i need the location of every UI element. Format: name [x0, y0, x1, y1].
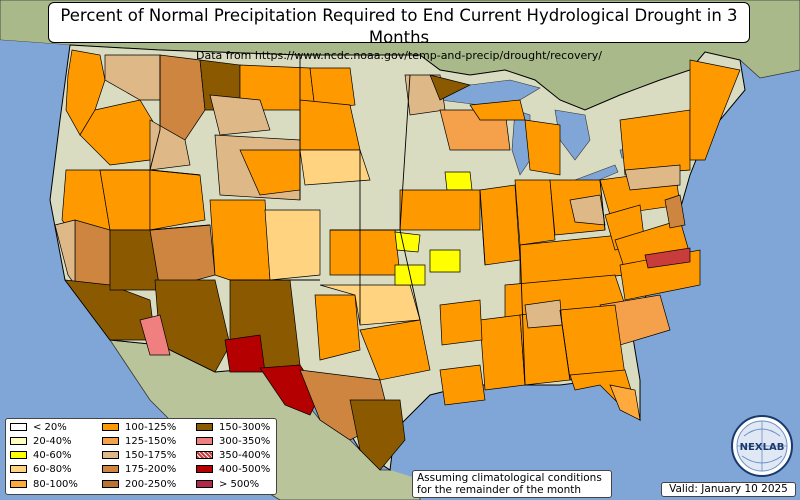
region-idaho-south	[149, 119, 191, 171]
legend-item: < 20%	[10, 422, 67, 435]
legend-label: < 20%	[33, 422, 67, 433]
drought-regions	[54, 49, 741, 471]
atlantic-ocean	[640, 100, 800, 420]
legend-item: 20-40%	[10, 436, 72, 449]
legend-swatch	[196, 465, 213, 473]
region-carolina-red	[644, 247, 691, 269]
region-colorado-west	[209, 199, 271, 281]
region-washington-east	[104, 54, 161, 101]
region-maryland-brown	[664, 194, 686, 229]
legend-swatch	[10, 465, 27, 473]
map-title: Percent of Normal Precipitation Required…	[60, 6, 738, 47]
legend-label: 350-400%	[219, 450, 271, 461]
region-minnesota-east	[429, 74, 472, 101]
legend-swatch	[10, 423, 27, 431]
logo-text: NEXLAB	[740, 442, 785, 453]
legend-swatch	[102, 423, 119, 431]
legend-item: 40-60%	[10, 450, 72, 463]
region-utah	[149, 169, 206, 231]
gulf-of-mexico	[390, 380, 640, 495]
region-illinois	[479, 184, 521, 266]
region-colorado-east	[264, 209, 321, 281]
legend-label: 80-100%	[33, 479, 78, 490]
note-line-1: Assuming climatological conditions	[417, 472, 602, 484]
region-arkansas	[439, 299, 483, 346]
region-north-dakota	[309, 67, 356, 111]
region-kansas	[329, 229, 401, 276]
legend-item: 400-500%	[196, 464, 270, 477]
legend-swatch	[10, 437, 27, 445]
region-georgia	[559, 304, 626, 381]
region-iowa-yellow	[444, 171, 473, 191]
legend-swatch	[102, 437, 119, 445]
legend-swatch	[102, 451, 119, 459]
region-florida-coast	[609, 384, 641, 421]
region-indiana	[514, 179, 556, 246]
legend-swatch	[196, 437, 213, 445]
region-alabama-tan	[524, 299, 563, 329]
region-texas-south	[349, 399, 406, 471]
region-new-england	[689, 59, 741, 161]
legend-swatch	[10, 480, 27, 488]
state-borders	[100, 55, 606, 386]
legend-item: 300-350%	[196, 436, 270, 449]
legend-item: 175-200%	[102, 464, 176, 477]
region-michigan	[524, 119, 561, 176]
region-new-mexico-south	[224, 334, 266, 373]
legend-label: 200-250%	[125, 479, 177, 490]
nexlab-logo: NEXLAB	[731, 415, 793, 477]
legend-label: 20-40%	[33, 436, 72, 447]
region-arizona-southwest	[139, 314, 171, 356]
legend-label: > 500%	[219, 479, 260, 490]
legend-label: 400-500%	[219, 464, 271, 475]
region-nebraska	[299, 149, 371, 186]
legend-item: 125-150%	[102, 436, 176, 449]
note-line-2: for the remainder of the month	[417, 484, 582, 496]
legend-item: 350-400%	[196, 450, 270, 463]
legend-label: 60-80%	[33, 464, 72, 475]
legend-swatch	[102, 480, 119, 488]
legend-item: 80-100%	[10, 479, 78, 492]
legend-item: > 500%	[196, 479, 259, 492]
region-mississippi	[479, 314, 526, 391]
region-new-york-tan	[624, 164, 681, 191]
legend-item: 60-80%	[10, 464, 72, 477]
region-kansas-yellow	[394, 231, 421, 253]
legend-swatch	[196, 480, 213, 488]
legend-label: 100-125%	[125, 422, 177, 433]
legend-swatch	[196, 423, 213, 431]
region-new-york	[619, 109, 691, 176]
legend-label: 300-350%	[219, 436, 271, 447]
region-texas-panhandle	[314, 294, 361, 361]
legend-swatch	[196, 451, 213, 459]
legend-item: 100-125%	[102, 422, 176, 435]
region-ohio-tan	[569, 194, 606, 226]
region-texas-east	[359, 319, 431, 381]
legend-item: 150-300%	[196, 422, 270, 435]
legend-label: 40-60%	[33, 450, 72, 461]
legend-swatch	[102, 465, 119, 473]
region-california-central	[74, 219, 111, 291]
legend-label: 125-150%	[125, 436, 177, 447]
pacific-ocean	[0, 40, 150, 420]
legend-item: 150-175%	[102, 450, 176, 463]
assumption-note: Assuming climatological conditions for t…	[412, 470, 612, 498]
region-michigan-upper	[469, 99, 526, 121]
legend: < 20% 20-40% 40-60% 60-80% 80-100% 100-1…	[5, 418, 277, 495]
title-box: Percent of Normal Precipitation Required…	[48, 2, 750, 62]
map-subtitle: Data from https://www.ncdc.noaa.gov/temp…	[196, 49, 602, 62]
valid-date: Valid: January 10 2025	[661, 482, 796, 497]
region-missouri-yellow	[429, 249, 461, 273]
legend-label: 175-200%	[125, 464, 177, 475]
region-montana-central	[209, 94, 271, 136]
legend-label: 150-300%	[219, 422, 271, 433]
legend-item: 200-250%	[102, 479, 176, 492]
legend-swatch	[10, 451, 27, 459]
region-iowa	[399, 189, 481, 231]
region-louisiana	[439, 364, 486, 406]
legend-label: 150-175%	[125, 450, 177, 461]
